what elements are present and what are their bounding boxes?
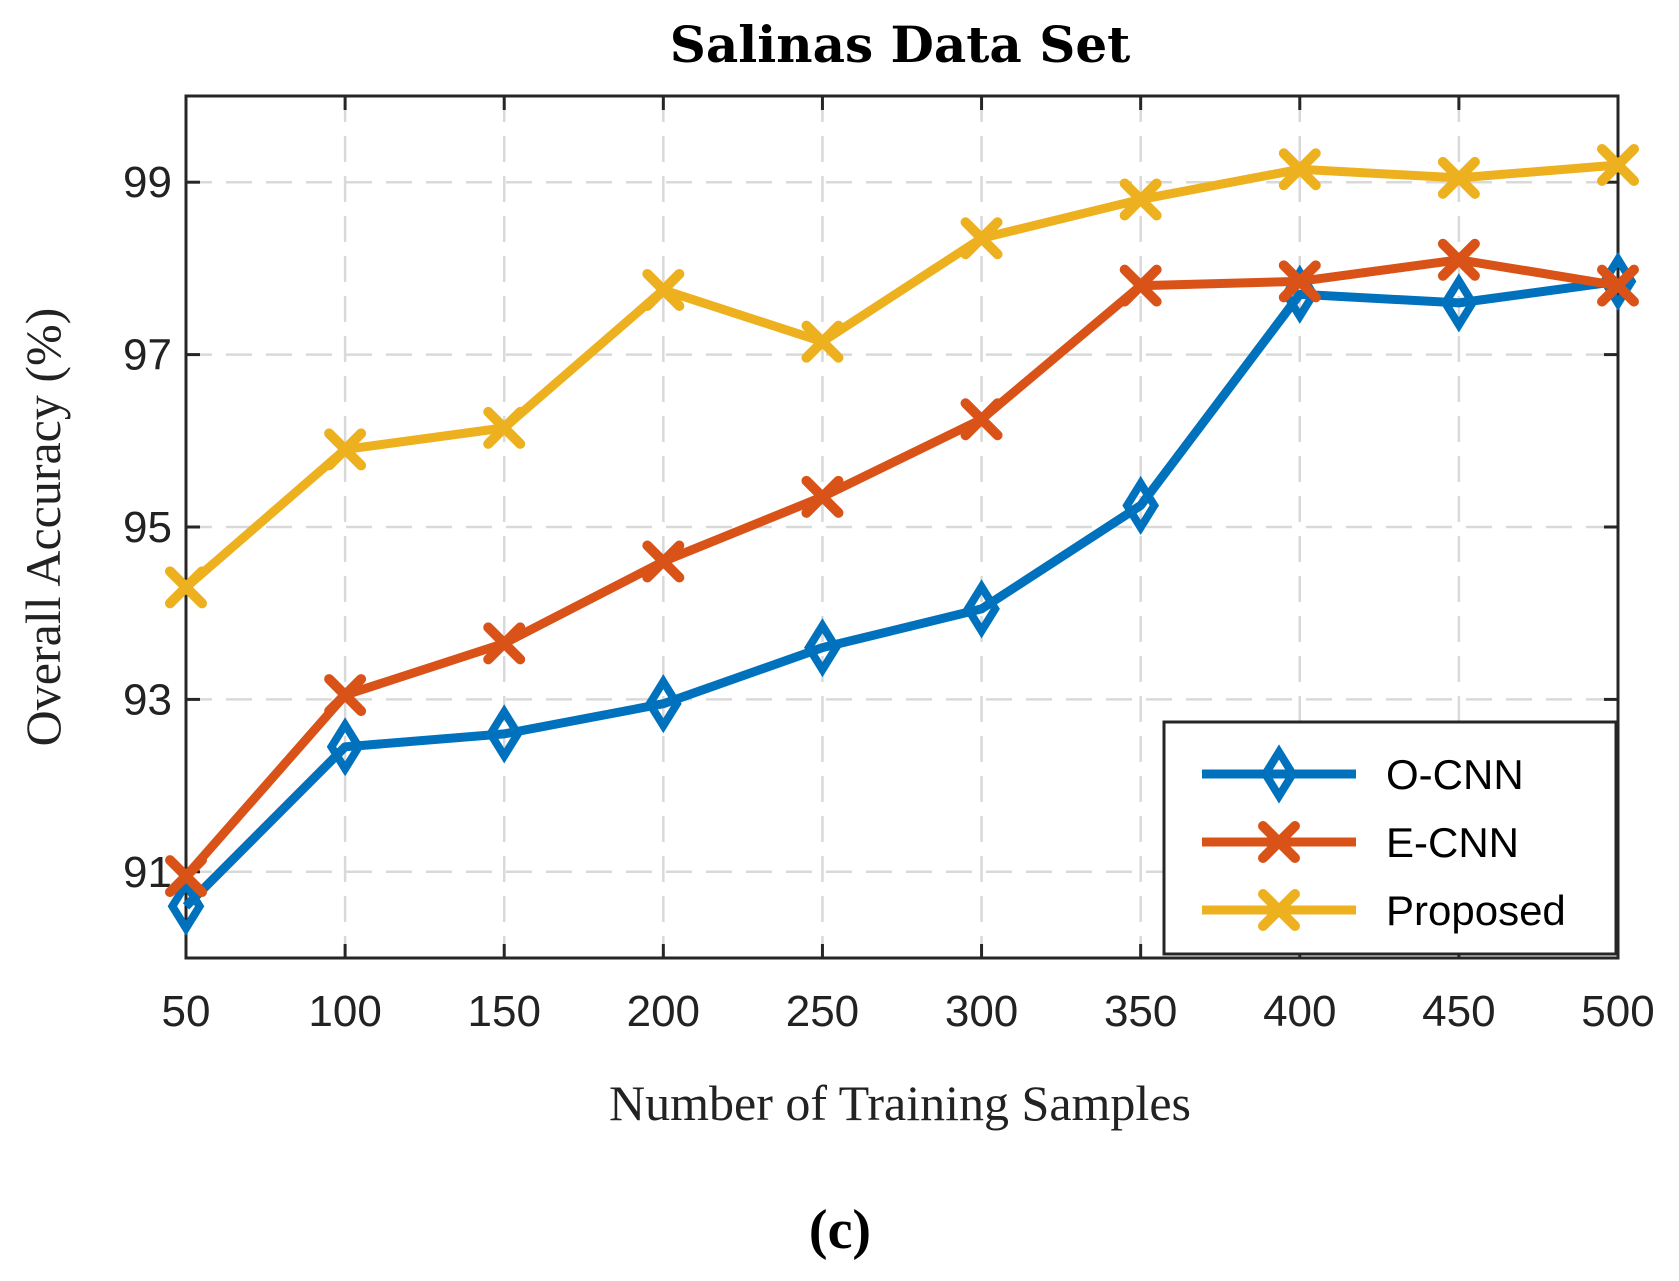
data-point-o-cnn [1440,273,1478,333]
legend-label-proposed: Proposed [1386,887,1566,934]
y-axis-label: Overall Accuracy (%) [15,308,71,747]
chart-title: Salinas Data Set [670,15,1130,74]
series-e-cnn [165,238,1639,898]
x-tick-label: 450 [1422,987,1495,1036]
series-line-proposed [183,160,1619,591]
data-point-proposed [165,566,207,609]
x-tick-label: 100 [308,987,381,1036]
series-line-o-cnn [182,276,1619,910]
data-point-e-cnn [642,540,685,583]
x-tick-label: 250 [786,987,859,1036]
y-axis-ticks: 91 93 95 97 99 [123,158,1618,897]
legend-items: O-CNN E-CNN Proposed [1202,744,1566,934]
data-point-o-cnn [1122,475,1160,536]
data-point-o-cnn [644,674,682,734]
data-point-o-cnn [804,618,841,678]
y-tick-label: 93 [123,675,172,724]
data-point-o-cnn [326,717,364,777]
data-point-proposed [1278,148,1321,191]
legend-marker-o-cnn [1260,744,1298,804]
data-point-o-cnn [167,876,205,936]
legend-item-e-cnn: E-CNN [1202,819,1519,866]
legend-item-proposed: Proposed [1202,887,1566,934]
legend-marker-e-cnn [1258,821,1300,863]
data-point-e-cnn [801,475,844,518]
x-tick-label: 150 [468,987,541,1036]
legend-marker-proposed [1258,889,1300,931]
x-tick-label: 500 [1581,987,1654,1036]
legend-label-e-cnn: E-CNN [1386,819,1519,866]
data-point-proposed [960,217,1003,260]
y-tick-label: 91 [123,848,172,897]
y-tick-label: 97 [123,331,172,380]
data-point-e-cnn [1437,238,1480,281]
data-point-proposed [801,320,844,363]
data-point-e-cnn [960,398,1003,441]
figure-caption: (c) [809,1199,871,1261]
series-o-cnn [167,251,1637,936]
data-point-e-cnn [324,674,367,717]
data-point-proposed [1597,143,1639,186]
data-point-e-cnn [1597,264,1639,307]
x-tick-label: 300 [945,987,1018,1036]
data-point-e-cnn [165,855,207,898]
series-proposed [165,143,1639,609]
x-axis-label: Number of Training Samples [609,1075,1191,1131]
data-point-o-cnn [963,579,1000,639]
data-point-o-cnn [485,704,523,764]
series-group [165,143,1639,936]
x-tick-label: 400 [1263,987,1336,1036]
data-point-e-cnn [1119,264,1162,307]
data-point-proposed [642,268,685,311]
y-tick-label: 99 [123,158,172,207]
data-point-e-cnn [483,622,526,665]
x-tick-label: 50 [162,987,211,1036]
x-tick-label: 350 [1104,987,1177,1036]
data-point-proposed [1119,178,1162,221]
y-tick-label: 95 [123,503,172,552]
data-point-e-cnn [1278,260,1321,303]
legend-item-o-cnn: O-CNN [1202,744,1524,804]
series-line-e-cnn [182,255,1619,880]
x-axis-ticks: 50 100 150 200 250 300 350 400 450 500 [162,96,1655,1036]
data-point-proposed [483,406,526,449]
data-point-proposed [1437,156,1480,199]
legend-label-o-cnn: O-CNN [1386,751,1524,798]
data-point-proposed [324,428,367,471]
legend: O-CNN E-CNN Proposed [1162,720,1618,956]
x-tick-label: 200 [627,987,700,1036]
